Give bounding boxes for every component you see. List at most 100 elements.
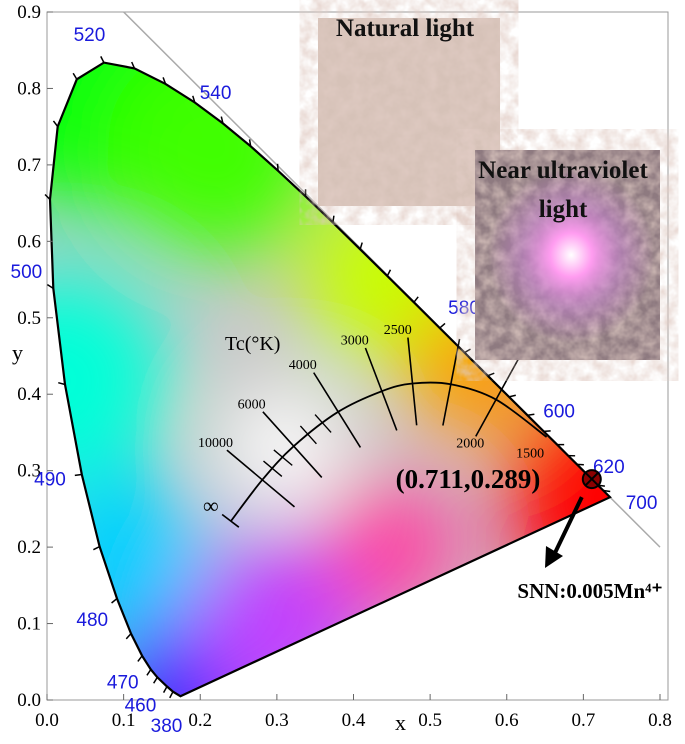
isotemp-line	[221, 513, 240, 528]
wavelength-label: 490	[34, 469, 66, 490]
planckian-label: ∞	[203, 493, 219, 518]
locus-tick	[508, 394, 516, 398]
y-tick-label: 0.1	[17, 614, 41, 635]
locus-tick	[487, 372, 495, 377]
locus-tick	[603, 489, 611, 493]
locus-tick	[100, 56, 105, 63]
wavelength-label: 600	[543, 402, 575, 423]
locus-tick	[332, 215, 335, 223]
wavelength-label: 700	[626, 493, 658, 514]
y-tick-label: 0.4	[17, 384, 41, 405]
locus-tick	[52, 120, 59, 127]
wavelength-label: 500	[11, 262, 43, 283]
locus-tick	[93, 545, 100, 551]
x-tick-label: 0.2	[188, 710, 212, 731]
locus-tick	[44, 193, 51, 200]
isotemp-line	[407, 337, 418, 426]
planckian-label: 2000	[456, 436, 484, 451]
locus-tick	[169, 691, 174, 699]
wavelength-label: 620	[593, 457, 625, 478]
locus-tick	[527, 413, 535, 416]
locus-tick	[439, 322, 446, 329]
y-tick-label: 0.5	[17, 308, 41, 329]
locus-tick	[74, 473, 82, 477]
x-tick-label: 0.1	[112, 710, 136, 731]
point-label: (0.711,0.289)	[396, 464, 541, 494]
locus-tick	[46, 283, 54, 290]
y-tick-label: 0.2	[17, 537, 41, 558]
planckian-label: 6000	[238, 397, 266, 412]
wavelength-label: 580	[448, 298, 480, 319]
x-tick-label: 0.7	[572, 710, 596, 731]
y-tick-label: 0.7	[17, 155, 41, 176]
pointer-head	[545, 546, 563, 568]
series-name: SNN:0.005Mn⁴⁺	[517, 579, 662, 603]
y-tick-label: 0.9	[17, 2, 41, 23]
locus-tick	[248, 139, 252, 147]
x-tick-label: 0.5	[418, 710, 442, 731]
gamut-color	[321, 477, 462, 618]
planckian-label: 2500	[384, 323, 412, 338]
y-tick-label: 0.8	[17, 78, 41, 99]
planckian-label: 4000	[289, 358, 317, 373]
y-tick-label: 0.3	[17, 461, 41, 482]
photo-glow	[487, 166, 655, 344]
locus-tick	[359, 242, 363, 250]
isotemp-line	[313, 372, 362, 448]
wavelength-label: 520	[74, 25, 106, 46]
gamut-color	[105, 62, 326, 260]
locus-tick	[464, 348, 471, 354]
isotemp-line	[364, 347, 398, 431]
isotemp-minor	[314, 414, 332, 433]
locus-tick	[146, 669, 152, 676]
locus-tick	[137, 655, 143, 662]
isotemp-line	[475, 358, 520, 437]
x-tick-label: 0.6	[495, 710, 519, 731]
locus-tick	[153, 676, 158, 684]
isotemp-minor	[263, 460, 283, 477]
x-tick-label: 0.3	[265, 710, 289, 731]
data-point-cross	[585, 472, 599, 486]
photo-grain	[318, 18, 500, 206]
x-axis-label: x	[395, 710, 406, 735]
locus-tick	[192, 95, 196, 103]
isotemp-line	[442, 338, 461, 426]
wavelength-label: 540	[200, 83, 232, 104]
planckian-label: 10000	[198, 436, 233, 451]
photo-caption: Near ultraviolet	[478, 157, 648, 184]
x-tick-label: 0.4	[342, 710, 366, 731]
locus-tick	[131, 61, 136, 69]
plot-frame	[46, 11, 669, 701]
gamut-color	[224, 387, 345, 508]
isotemp-line	[262, 411, 323, 479]
wavelength-label: 380	[151, 716, 183, 737]
wavelength-label: 480	[76, 610, 108, 631]
locus-tick	[220, 116, 224, 124]
isotemp-line	[226, 449, 296, 508]
locus-tick	[162, 686, 168, 693]
x-tick-label: 0.8	[648, 710, 672, 731]
locus-tick	[276, 163, 279, 171]
photo-caption: light	[539, 196, 588, 223]
photo-caption: Natural light	[336, 15, 475, 42]
locus-tick	[72, 72, 78, 80]
locus-tick	[413, 296, 419, 303]
x-tick-label: 0.0	[35, 710, 59, 731]
y-tick-label: 0.0	[17, 690, 41, 711]
y-axis-label: y	[12, 340, 23, 365]
locus-tick	[111, 597, 118, 604]
wavelength-label: 460	[125, 695, 157, 716]
isotemp-minor	[299, 425, 317, 445]
wavelength-label: 470	[107, 672, 139, 693]
locus-tick	[125, 633, 132, 640]
planckian-label: 1500	[516, 446, 544, 461]
y-tick-label: 0.6	[17, 231, 41, 252]
locus-tick	[58, 381, 66, 386]
locus-tick	[386, 269, 392, 277]
pointer-arrow	[551, 496, 584, 558]
isotemp-minor	[273, 449, 293, 466]
planckian-label: 3000	[341, 333, 369, 348]
planckian-title: Tc(°K)	[225, 333, 280, 355]
locus-tick	[162, 77, 167, 85]
